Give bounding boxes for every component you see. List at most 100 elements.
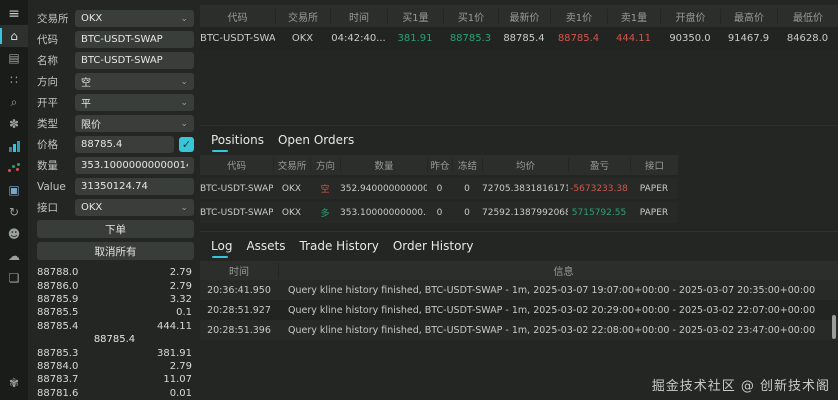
log-row: 20:28:51.927 Query kline history finishe… — [200, 300, 838, 320]
name-input[interactable]: BTC-USDT-SWAP — [75, 52, 194, 69]
col-high: 最高价 — [720, 8, 777, 24]
ask-row[interactable]: 88785.5 0.1 — [37, 306, 194, 319]
position-row[interactable]: BTC-USDT-SWAP OKX 多 353.10000000000... 0… — [200, 202, 678, 223]
tab-log[interactable]: Log — [211, 239, 233, 258]
value-input[interactable]: 31350124.74 — [75, 178, 194, 195]
users-icon[interactable]: ☻ — [7, 227, 21, 241]
mid-price-row[interactable]: 88785.4 — [37, 333, 194, 346]
home-icon[interactable]: ⌂ — [0, 25, 28, 47]
tab-positions[interactable]: Positions — [211, 133, 264, 152]
ask-row[interactable]: 88788.0 2.79 — [37, 266, 194, 279]
col-volume: 数量 — [340, 158, 427, 172]
col-avg-price: 均价 — [482, 158, 568, 172]
menu-icon[interactable]: ≡ — [8, 6, 20, 22]
ask-qty: 2.79 — [169, 280, 192, 292]
positions-tabs: Positions Open Orders — [200, 125, 838, 155]
col-open: 开盘价 — [660, 8, 720, 24]
direction-select[interactable]: 空 ⌄ — [75, 73, 194, 90]
position-row[interactable]: BTC-USDT-SWAP OKX 空 352.9400000000001 0 … — [200, 178, 678, 199]
col-ask1-price: 卖1价 — [550, 8, 607, 24]
ask-row[interactable]: 88785.4 444.11 — [37, 320, 194, 333]
bid-row[interactable]: 88781.6 0.01 — [37, 387, 194, 400]
ask-qty: 0.1 — [176, 307, 192, 319]
empty-area — [200, 49, 838, 125]
position-yd: 0 — [436, 183, 443, 194]
quote-row[interactable]: BTC-USDT-SWAP OKX 04:42:40... 381.91 887… — [200, 27, 838, 49]
ask-row[interactable]: 88786.0 2.79 — [37, 279, 194, 292]
tab-open-orders[interactable]: Open Orders — [277, 133, 355, 147]
quote-bid1-price: 88785.3 — [449, 32, 492, 44]
position-gateway: PAPER — [639, 207, 669, 218]
mid-price: 88785.4 — [93, 334, 136, 346]
gear-flower-icon[interactable]: ✽ — [8, 117, 20, 131]
position-frozen: 0 — [464, 207, 470, 218]
price-value: 88785.4 — [81, 139, 123, 150]
ask-price: 88785.4 — [37, 320, 79, 332]
col-yd-volume: 昨仓 — [427, 158, 452, 172]
package-icon[interactable]: ▣ — [8, 183, 20, 197]
tab-trade-history[interactable]: Trade History — [299, 239, 379, 253]
send-order-button[interactable]: 下单 — [37, 220, 194, 238]
position-gateway: PAPER — [639, 183, 669, 194]
order-form: 交易所 OKX ⌄ 代码 BTC-USDT-SWAP 名称 BTC-USDT-SW… — [28, 0, 200, 400]
col-exchange: 交易所 — [273, 158, 310, 172]
order-type-select[interactable]: 限价 ⌄ — [75, 115, 194, 132]
bid-row[interactable]: 88785.3 381.91 — [37, 346, 194, 359]
bid-row[interactable]: 88783.7 11.07 — [37, 373, 194, 386]
direction-short-icon: 空 — [320, 185, 330, 195]
ask-row[interactable]: 88785.9 3.32 — [37, 293, 194, 306]
symbol-input[interactable]: BTC-USDT-SWAP — [75, 31, 194, 48]
bid-qty: 381.91 — [157, 347, 192, 359]
quotes-header: 代码 交易所 时间 买1量 买1价 最新价 卖1价 卖1量 开盘价 最高价 最低… — [200, 5, 838, 27]
position-code: BTC-USDT-SWAP — [200, 183, 273, 194]
cloud-icon[interactable]: ☁ — [8, 249, 20, 263]
col-ask1-vol: 卖1量 — [607, 8, 660, 24]
direction-label: 方向 — [37, 76, 58, 88]
chevron-down-icon: ⌄ — [180, 97, 188, 108]
gateway-select[interactable]: OKX ⌄ — [75, 199, 194, 216]
quote-code: BTC-USDT-SWAP — [200, 32, 275, 44]
settings-icon[interactable]: ✾ — [8, 376, 20, 390]
offset-label: 开平 — [37, 97, 58, 109]
chart-editor-icon[interactable]: ▤ — [8, 51, 20, 65]
scatter-icon[interactable] — [0, 157, 28, 179]
price-sync-checkbox[interactable]: ✓ — [179, 137, 194, 152]
value-label: Value — [37, 180, 66, 193]
col-pnl: 盈亏 — [568, 158, 630, 172]
exchange-select[interactable]: OKX ⌄ — [75, 10, 194, 27]
offset-select[interactable]: 平 ⌄ — [75, 94, 194, 111]
bid-row[interactable]: 88784.0 2.79 — [37, 360, 194, 373]
position-yd: 0 — [436, 207, 443, 218]
quote-high: 91467.9 — [727, 32, 770, 44]
col-low: 最低价 — [777, 8, 838, 24]
quote-open: 90350.0 — [669, 32, 711, 44]
chevron-down-icon: ⌄ — [180, 13, 188, 24]
col-time: 时间 — [330, 8, 387, 24]
sidebar: ≡ ⌂ ▤ ∷ ⌕ ✽ ▣ ↻ ☻ ☁ ❏ ✾ — [0, 0, 28, 400]
log-scrollbar[interactable] — [832, 315, 836, 339]
order-type-label: 类型 — [37, 118, 58, 130]
ask-price: 88788.0 — [37, 267, 79, 279]
ask-price: 88785.9 — [37, 293, 79, 305]
col-frozen: 冻结 — [452, 158, 482, 172]
value-value: 31350124.74 — [81, 181, 148, 192]
bar-chart-icon[interactable] — [0, 135, 28, 157]
notes-icon[interactable]: ❏ — [8, 271, 20, 285]
volume-value: 353.10000000000014 — [81, 160, 188, 171]
col-bid1-price: 买1价 — [443, 8, 498, 24]
cancel-all-button[interactable]: 取消所有 — [37, 242, 194, 260]
grid-nodes-icon[interactable]: ∷ — [10, 73, 18, 87]
volume-input[interactable]: 353.10000000000014 — [75, 157, 194, 174]
tab-assets[interactable]: Assets — [246, 239, 286, 253]
price-input[interactable]: 88785.4 — [75, 136, 174, 153]
history-icon[interactable]: ↻ — [8, 205, 20, 219]
ask-qty: 444.11 — [157, 320, 192, 332]
search-icon[interactable]: ⌕ — [10, 94, 18, 109]
bid-qty: 0.01 — [169, 387, 192, 399]
empty-area — [200, 223, 838, 231]
log-header: 时间 信息 — [200, 261, 838, 280]
tab-order-history[interactable]: Order History — [392, 239, 474, 253]
offset-value: 平 — [81, 99, 91, 110]
col-message: 信息 — [278, 263, 838, 278]
position-exchange: OKX — [281, 207, 302, 218]
